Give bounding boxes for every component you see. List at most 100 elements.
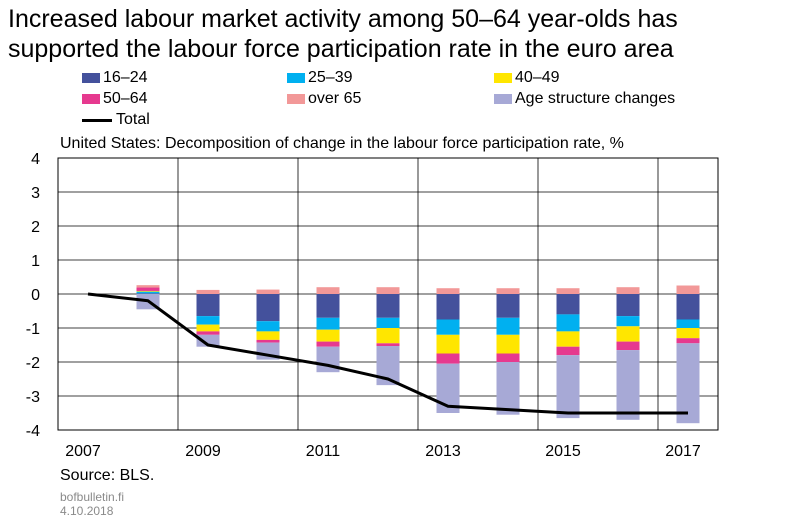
bar-over-65-2017 bbox=[676, 285, 700, 294]
bar-40-49-2016 bbox=[616, 326, 640, 342]
legend-item-over-65: over 65 bbox=[287, 89, 361, 109]
legend-swatch-50-64 bbox=[82, 94, 100, 104]
bar-16-24-2016 bbox=[616, 294, 640, 317]
bar-over-65-2011 bbox=[316, 287, 340, 294]
y-tick-label: -1 bbox=[26, 321, 40, 338]
bar-50-64-2014 bbox=[496, 353, 520, 362]
site-name: bofbulletin.fi bbox=[60, 490, 125, 504]
bar-25-39-2014 bbox=[496, 317, 520, 335]
legend-item-total: Total bbox=[82, 110, 150, 130]
chart-legend: 16–24 25–39 40–49 50–64 over 65 Age stru… bbox=[82, 68, 742, 130]
source-note: Source: BLS. bbox=[60, 467, 155, 484]
bar-over-65-2010 bbox=[256, 289, 280, 294]
bar-50-64-2012 bbox=[376, 343, 400, 347]
bar-50-64-2010 bbox=[256, 339, 280, 343]
bar-16-24-2011 bbox=[316, 294, 340, 318]
x-tick-label: 2007 bbox=[65, 443, 101, 460]
y-tick-label: 3 bbox=[31, 185, 40, 202]
legend-label-50-64: 50–64 bbox=[103, 90, 148, 107]
bar-50-64-2008 bbox=[136, 287, 160, 291]
y-tick-label: 0 bbox=[31, 287, 40, 304]
total-line bbox=[87, 292, 688, 415]
bar-40-49-2009 bbox=[196, 324, 220, 332]
bar-over-65-2014 bbox=[496, 288, 520, 294]
bar-50-64-2009 bbox=[196, 331, 220, 335]
bar-over-65-2008 bbox=[136, 285, 160, 288]
legend-label-over-65: over 65 bbox=[308, 90, 362, 107]
bar-16-24-2017 bbox=[676, 294, 700, 320]
bar-40-49-2013 bbox=[436, 334, 460, 354]
bar-16-24-2013 bbox=[436, 294, 460, 320]
bar-16-24-2015 bbox=[556, 294, 580, 315]
bar-25-39-2009 bbox=[196, 316, 220, 325]
x-tick-label: 2017 bbox=[665, 443, 701, 460]
bar-25-39-2013 bbox=[436, 319, 460, 335]
bar-25-39-2016 bbox=[616, 316, 640, 327]
legend-line-total bbox=[82, 118, 112, 122]
legend-swatch-25-39 bbox=[287, 73, 305, 83]
bar-age-structure-changes-2017 bbox=[676, 343, 700, 424]
legend-label-age-structure: Age structure changes bbox=[515, 90, 676, 107]
chart-title: Increased labour market activity among 5… bbox=[8, 4, 793, 64]
bar-25-39-2017 bbox=[676, 319, 700, 328]
x-tick-label: 2009 bbox=[185, 443, 221, 460]
bar-40-49-2015 bbox=[556, 331, 580, 347]
legend-item-40-49: 40–49 bbox=[494, 68, 560, 88]
bar-50-64-2013 bbox=[436, 353, 460, 364]
y-tick-label: 2 bbox=[31, 219, 40, 236]
legend-item-16-24: 16–24 bbox=[82, 68, 148, 88]
legend-label-16-24: 16–24 bbox=[103, 69, 148, 86]
publication-date: 4.10.2018 bbox=[60, 504, 114, 518]
bar-16-24-2012 bbox=[376, 294, 400, 318]
legend-item-age-structure: Age structure changes bbox=[494, 89, 675, 109]
bar-40-49-2017 bbox=[676, 328, 700, 339]
x-tick-label: 2015 bbox=[545, 443, 581, 460]
bar-over-65-2016 bbox=[616, 287, 640, 294]
y-tick-label: 1 bbox=[31, 253, 40, 270]
legend-label-total: Total bbox=[116, 111, 150, 128]
legend-label-25-39: 25–39 bbox=[308, 69, 353, 86]
chart-title-line-1: Increased labour market activity among 5… bbox=[8, 5, 678, 33]
bar-age-structure-changes-2012 bbox=[376, 346, 400, 386]
legend-swatch-16-24 bbox=[82, 73, 100, 83]
bar-40-49-2012 bbox=[376, 328, 400, 344]
legend-label-40-49: 40–49 bbox=[515, 69, 560, 86]
bar-over-65-2015 bbox=[556, 288, 580, 294]
bar-age-structure-changes-2009 bbox=[196, 334, 220, 347]
bar-over-65-2009 bbox=[196, 289, 220, 294]
y-tick-label: -3 bbox=[26, 389, 40, 406]
y-tick-label: -4 bbox=[26, 423, 40, 440]
bar-16-24-2014 bbox=[496, 294, 520, 318]
legend-item-50-64: 50–64 bbox=[82, 89, 148, 109]
y-tick-label: -2 bbox=[26, 355, 40, 372]
bar-50-64-2011 bbox=[316, 341, 340, 347]
bar-16-24-2008 bbox=[136, 293, 160, 294]
bar-25-39-2015 bbox=[556, 314, 580, 332]
chart-title-line-2: supported the labour force participation… bbox=[8, 35, 674, 63]
bar-25-39-2008 bbox=[136, 291, 160, 294]
legend-swatch-over-65 bbox=[287, 94, 305, 104]
bar-25-39-2012 bbox=[376, 317, 400, 328]
bar-50-64-2017 bbox=[676, 338, 700, 344]
chart-subtitle: United States: Decomposition of change i… bbox=[60, 135, 624, 152]
bar-age-structure-changes-2014 bbox=[496, 362, 520, 415]
bar-age-structure-changes-2013 bbox=[436, 363, 460, 413]
legend-swatch-age-structure bbox=[494, 94, 512, 104]
bar-40-49-2014 bbox=[496, 334, 520, 354]
bar-50-64-2015 bbox=[556, 346, 580, 356]
legend-swatch-40-49 bbox=[494, 73, 512, 83]
bar-40-49-2008 bbox=[136, 290, 160, 292]
y-tick-label: 4 bbox=[31, 151, 40, 168]
bar-25-39-2010 bbox=[256, 321, 280, 332]
bar-16-24-2009 bbox=[196, 294, 220, 317]
bar-16-24-2010 bbox=[256, 294, 280, 322]
bar-age-structure-changes-2015 bbox=[556, 355, 580, 419]
x-tick-label: 2011 bbox=[306, 443, 341, 460]
bar-age-structure-changes-2016 bbox=[616, 350, 640, 420]
bar-40-49-2010 bbox=[256, 331, 280, 340]
x-tick-label: 2013 bbox=[425, 443, 461, 460]
bar-50-64-2016 bbox=[616, 341, 640, 351]
bar-40-49-2011 bbox=[316, 329, 340, 342]
bar-over-65-2012 bbox=[376, 287, 400, 294]
